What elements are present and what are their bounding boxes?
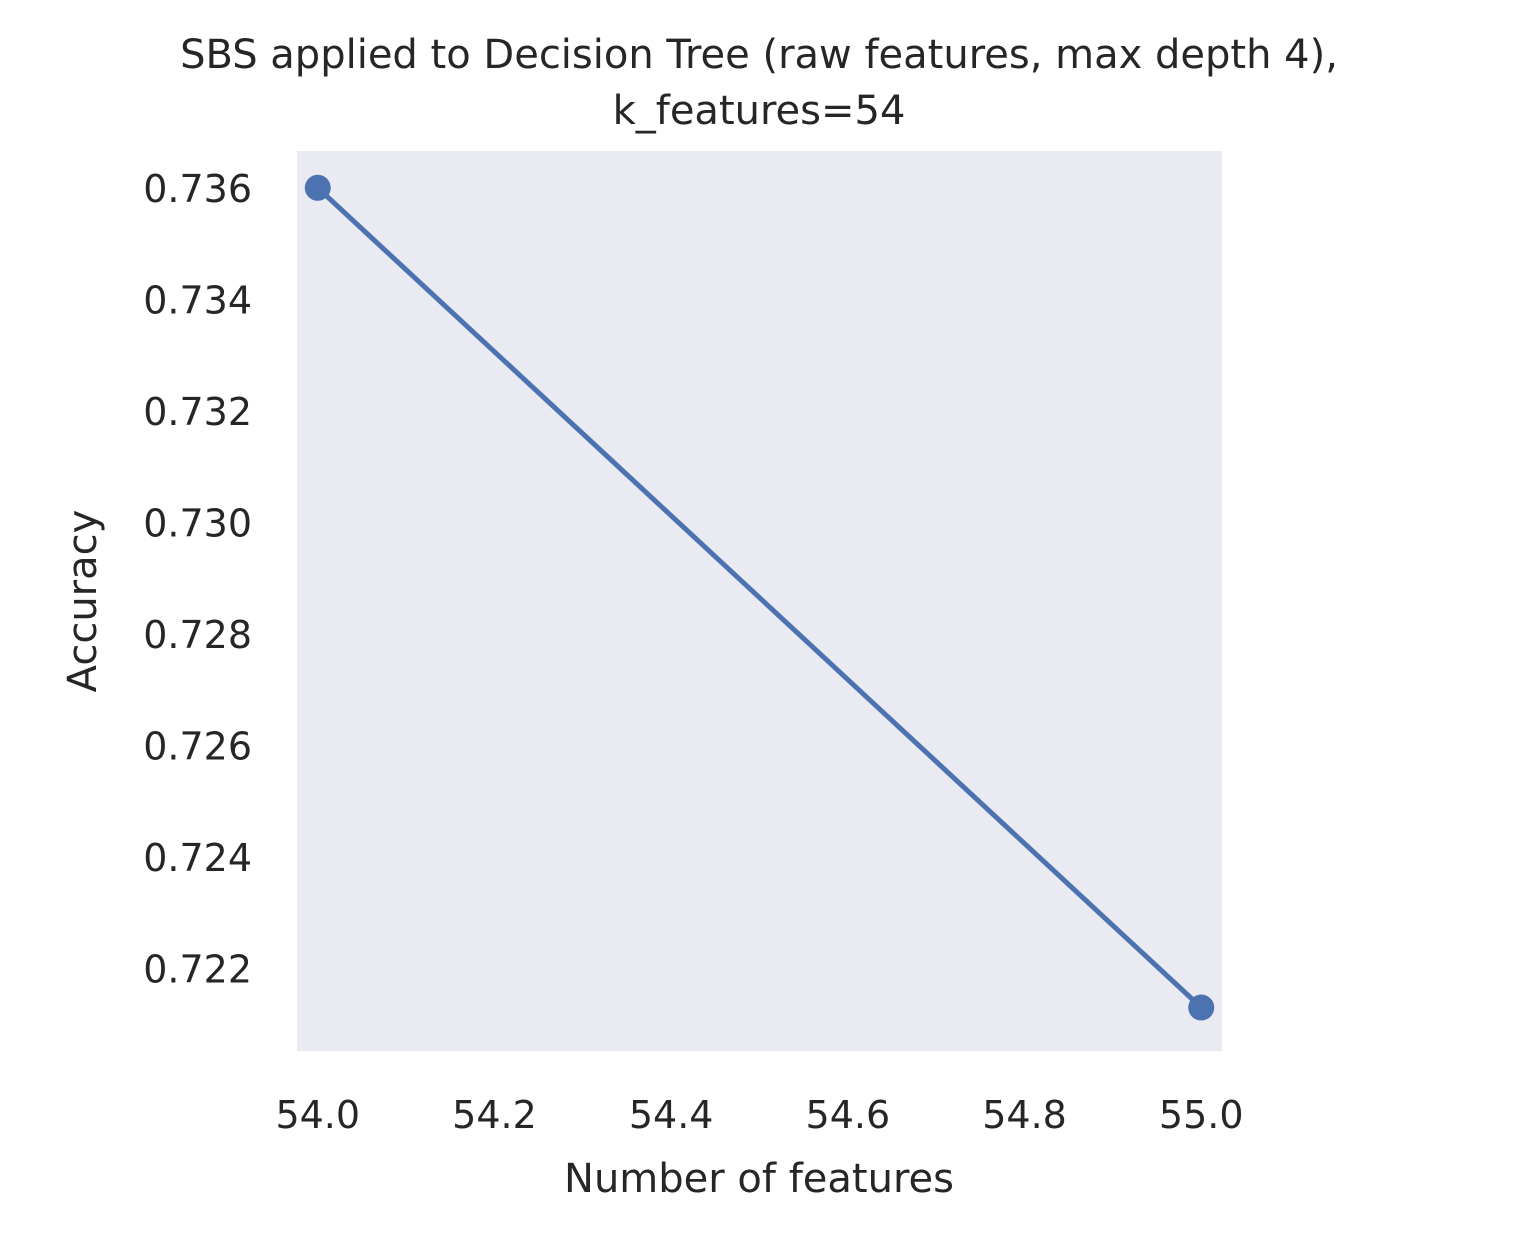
y-tick-label: 0.736 bbox=[143, 167, 252, 211]
y-axis-label: Accuracy bbox=[60, 510, 106, 693]
y-tick-label: 0.728 bbox=[143, 613, 252, 657]
x-tick-label: 54.0 bbox=[275, 1093, 360, 1137]
x-axis-label: Number of features bbox=[564, 1156, 954, 1202]
y-tick-label: 0.724 bbox=[143, 836, 252, 880]
x-tick-label: 54.8 bbox=[982, 1093, 1067, 1137]
x-tick-label: 54.4 bbox=[629, 1093, 714, 1137]
x-tick-label: 54.2 bbox=[452, 1093, 537, 1137]
y-tick-label: 0.734 bbox=[143, 278, 252, 322]
chart-title-line-2: k_features=54 bbox=[613, 88, 906, 134]
x-tick-label: 55.0 bbox=[1159, 1093, 1244, 1137]
y-tick-label: 0.726 bbox=[143, 724, 252, 768]
y-tick-label: 0.730 bbox=[143, 501, 252, 545]
x-tick-label: 54.6 bbox=[806, 1093, 891, 1137]
chart-title-line-1: SBS applied to Decision Tree (raw featur… bbox=[180, 32, 1338, 78]
y-tick-label: 0.722 bbox=[143, 947, 252, 991]
y-axis-ticks: 0.722 0.724 0.726 0.728 0.730 0.732 0.734 0.736 bbox=[143, 167, 252, 992]
series-line bbox=[315, 185, 1204, 1011]
data-point bbox=[304, 174, 331, 201]
data-point bbox=[1188, 994, 1215, 1021]
series-layer bbox=[304, 174, 1215, 1021]
x-axis-ticks: 54.0 54.2 54.4 54.6 54.8 55.0 bbox=[275, 1093, 1243, 1137]
y-tick-label: 0.732 bbox=[143, 390, 252, 434]
